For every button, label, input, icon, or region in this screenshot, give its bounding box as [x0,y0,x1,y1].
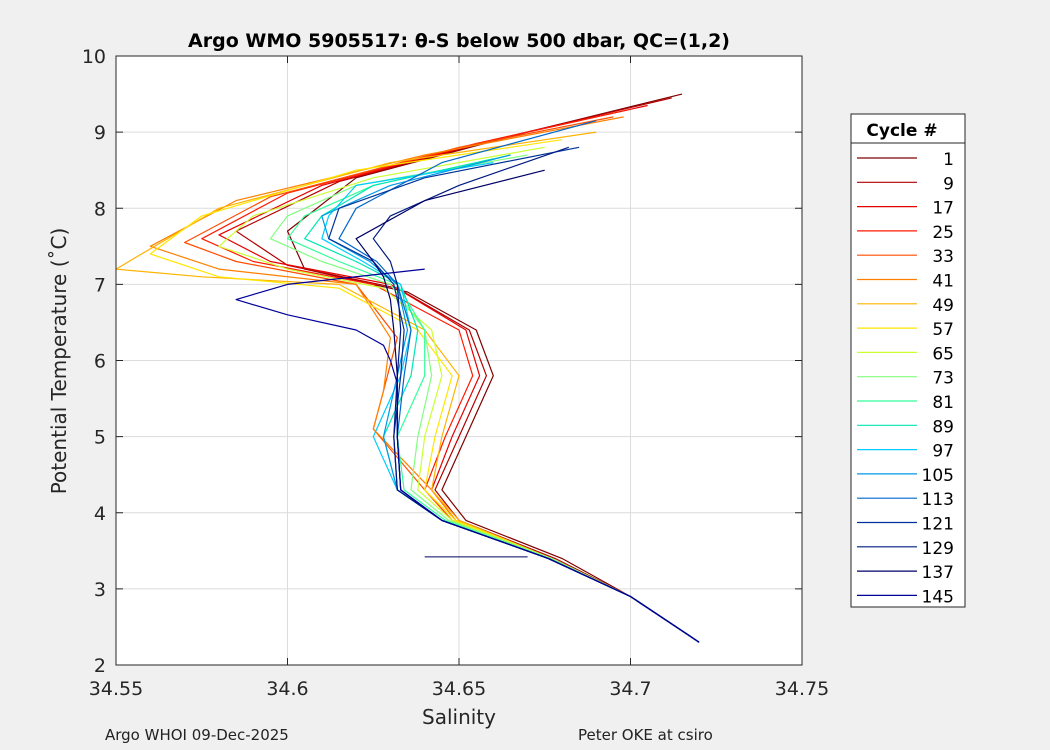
y-tick-label: 2 [94,655,106,677]
legend-label: 57 [932,320,954,340]
series-line-cycle-145 [235,268,700,643]
legend-label: 65 [932,344,954,364]
legend-label: 41 [932,272,954,292]
footer-left: Argo WHOI 09-Dec-2025 [105,726,289,744]
x-tick-label: 34.6 [266,678,308,700]
legend-label: 81 [932,393,954,413]
footer-right: Peter OKE at csiro [578,726,713,744]
legend-title: Cycle # [866,121,937,141]
series-line-cycle-9 [235,97,700,643]
chart-title: Argo WMO 5905517: θ-S below 500 dbar, QC… [188,30,730,52]
legend-items: 1 9 17 25 33 41 49 57 65 73 81 89 97 105 113 121 129 137 1… [857,150,954,607]
ticks: 34.55 34.6 34.65 34.7 34.75 2 3 4 5 6 7 8 9 10 [82,46,829,700]
legend-label: 145 [922,587,954,607]
y-tick-label: 4 [94,503,106,525]
legend-label: 129 [922,539,954,559]
legend-label: 121 [922,515,954,535]
legend-label: 73 [932,369,954,389]
x-tick-label: 34.55 [89,678,143,700]
legend-label: 1 [943,150,954,170]
legend-label: 105 [922,466,954,486]
legend-label: 137 [922,563,954,583]
legend-label: 9 [943,174,954,194]
y-tick-label: 3 [94,579,106,601]
legend-label: 49 [932,296,954,316]
y-tick-label: 6 [94,351,106,373]
legend-label: 17 [932,199,954,219]
legend-label: 25 [932,223,954,243]
y-axis-label: Potential Temperature (˚C) [47,228,71,495]
legend-label: 97 [932,442,954,462]
y-tick-label: 9 [94,122,106,144]
y-tick-label: 5 [94,427,106,449]
x-axis-label: Salinity [422,705,496,729]
y-tick-label: 8 [94,198,106,220]
legend-label: 113 [922,490,954,510]
series-line-cycle-73 [269,154,700,643]
y-tick-label: 10 [82,46,106,68]
y-tick-label: 7 [94,274,106,296]
legend-label: 89 [932,417,954,437]
x-tick-label: 34.7 [609,678,651,700]
legend-label: 33 [932,247,954,267]
series-group [115,93,700,643]
x-tick-label: 34.65 [432,678,486,700]
legend: Cycle # 1 9 17 25 33 41 49 57 65 73 81 89 97 105 113 12… [850,113,966,608]
legend-box [850,113,966,608]
x-tick-label: 34.75 [775,678,829,700]
